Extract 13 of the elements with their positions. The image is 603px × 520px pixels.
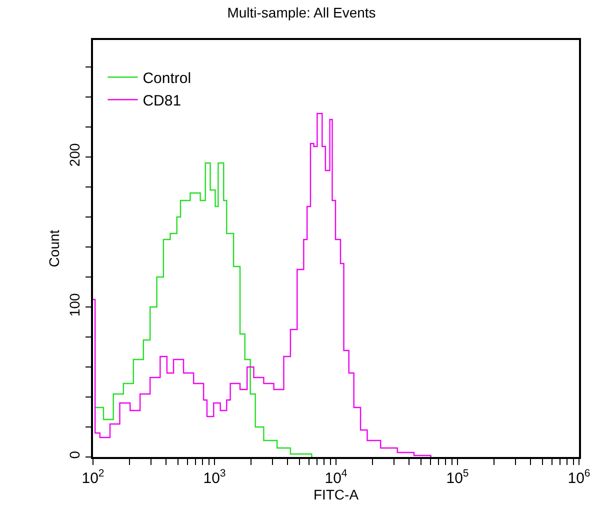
- x-tick-label: 10$^{2}$: [82, 467, 104, 487]
- x-tick-label: 10$^{6}$: [568, 467, 590, 487]
- x-tick-label: 10$^{5}$: [446, 467, 469, 487]
- x-tick-label: 10$^{3}$: [203, 467, 226, 487]
- x-tick-label: 10$^{4}$: [324, 467, 348, 487]
- y-tick-label: 100: [66, 293, 83, 317]
- legend-label: Control: [142, 70, 192, 87]
- y-tick-label: 200: [66, 143, 83, 167]
- y-tick-label: 0: [66, 450, 83, 459]
- x-axis-title: FITC-A: [313, 486, 360, 503]
- legend-label: CD81: [142, 92, 182, 110]
- y-axis-title: Count: [46, 230, 62, 268]
- chart-title: Multi-sample: All Events: [227, 4, 376, 21]
